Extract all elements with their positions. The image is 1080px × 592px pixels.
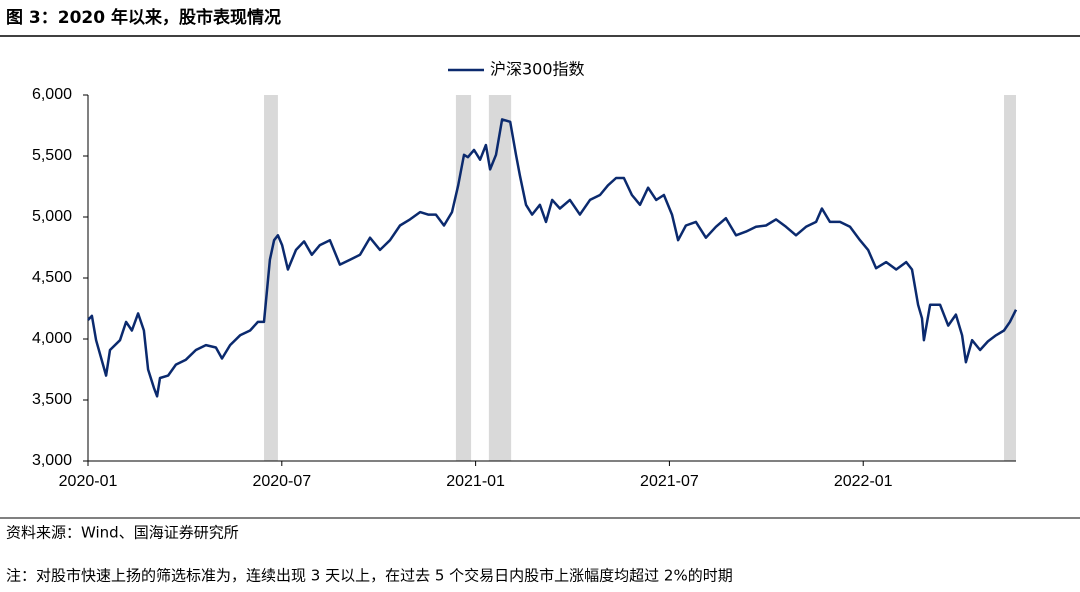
y-tick-label: 5,000: [32, 208, 72, 225]
note: 注：对股市快速上扬的筛选标准为，连续出现 3 天以上，在过去 5 个交易日内股市…: [6, 567, 733, 585]
x-tick-label: 2022-01: [834, 473, 893, 490]
y-tick-label: 4,000: [32, 330, 72, 347]
line-series: [87, 118, 1018, 398]
shaded-period: [264, 95, 278, 461]
x-tick-label: 2020-01: [59, 473, 118, 490]
legend-label: 沪深300指数: [490, 60, 585, 79]
x-tick-label: 2020-07: [252, 473, 311, 490]
y-tick-label: 6,000: [32, 86, 72, 103]
x-tick-label: 2021-01: [446, 473, 505, 490]
x-tick-label: 2021-07: [640, 473, 699, 490]
y-tick-label: 4,500: [32, 269, 72, 286]
chart-title: 图 3：2020 年以来，股市表现情况: [6, 7, 281, 28]
shaded-period: [455, 95, 472, 461]
shaded-period: [1004, 95, 1016, 461]
y-tick-label: 3,000: [32, 452, 72, 469]
y-tick-label: 3,500: [32, 391, 72, 408]
shaded-period: [488, 95, 512, 461]
y-tick-label: 5,500: [32, 147, 72, 164]
source: 资料来源：Wind、国海证券研究所: [6, 524, 239, 542]
